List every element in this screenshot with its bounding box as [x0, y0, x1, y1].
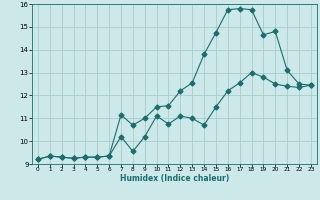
X-axis label: Humidex (Indice chaleur): Humidex (Indice chaleur)	[120, 174, 229, 183]
